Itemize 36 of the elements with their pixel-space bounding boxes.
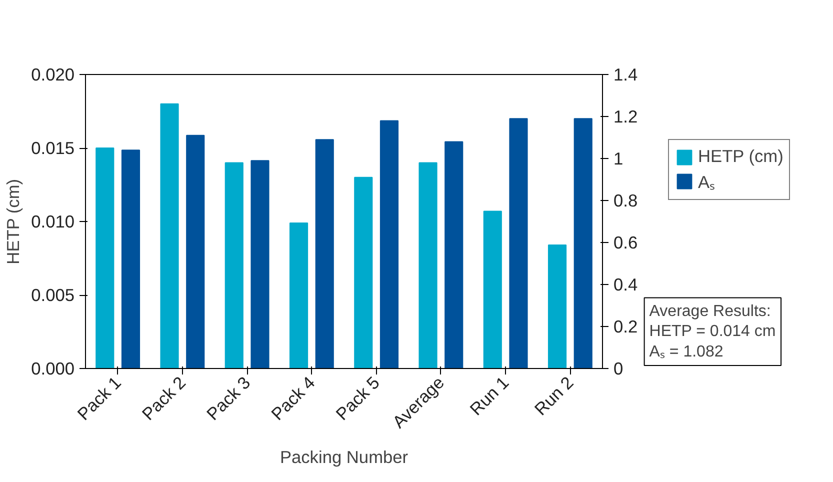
- y2-tick-label: 0.8: [614, 190, 638, 210]
- bar: [96, 148, 114, 368]
- x-tick-label: Run 1: [466, 372, 513, 420]
- y2-tick-label: 0.6: [614, 232, 638, 252]
- y-tick-label: 0.005: [31, 285, 75, 305]
- bar: [418, 162, 438, 368]
- bar: [186, 134, 205, 368]
- y-tick-label: 0.010: [31, 212, 75, 232]
- x-tick-label: Run 2: [530, 372, 578, 420]
- y2-tick-label: 0.2: [614, 316, 638, 336]
- x-axis-title: Packing Number: [280, 447, 408, 468]
- bar: [548, 244, 567, 368]
- y-axis-title: HETP (cm): [3, 178, 24, 264]
- bar: [509, 118, 528, 368]
- bar: [483, 210, 502, 368]
- bar: [444, 141, 464, 368]
- bar: [315, 139, 334, 368]
- y-tick-label: 0.020: [31, 64, 75, 84]
- legend-label: Aₛ: [698, 171, 716, 193]
- legend-label: HETP (cm): [698, 146, 784, 167]
- y-tick-label: 0.015: [31, 138, 75, 158]
- bar: [224, 162, 244, 368]
- bar: [250, 160, 270, 368]
- bar: [121, 150, 140, 368]
- y-tick-label: 0.000: [31, 358, 75, 378]
- text: Average Results: HETP = 0.014 cm Aₛ = 1.082: [649, 302, 776, 361]
- y2-tick-label: 1.4: [614, 64, 638, 84]
- bar: [289, 222, 308, 368]
- y2-tick-label: 1: [614, 148, 624, 168]
- y2-tick-label: 0: [614, 358, 624, 378]
- y2-tick-label: 1.2: [614, 106, 638, 126]
- bar: [380, 120, 399, 368]
- bar: [160, 103, 179, 368]
- bar: [574, 118, 592, 368]
- bar: [354, 176, 373, 368]
- y2-tick-label: 0.4: [614, 274, 638, 294]
